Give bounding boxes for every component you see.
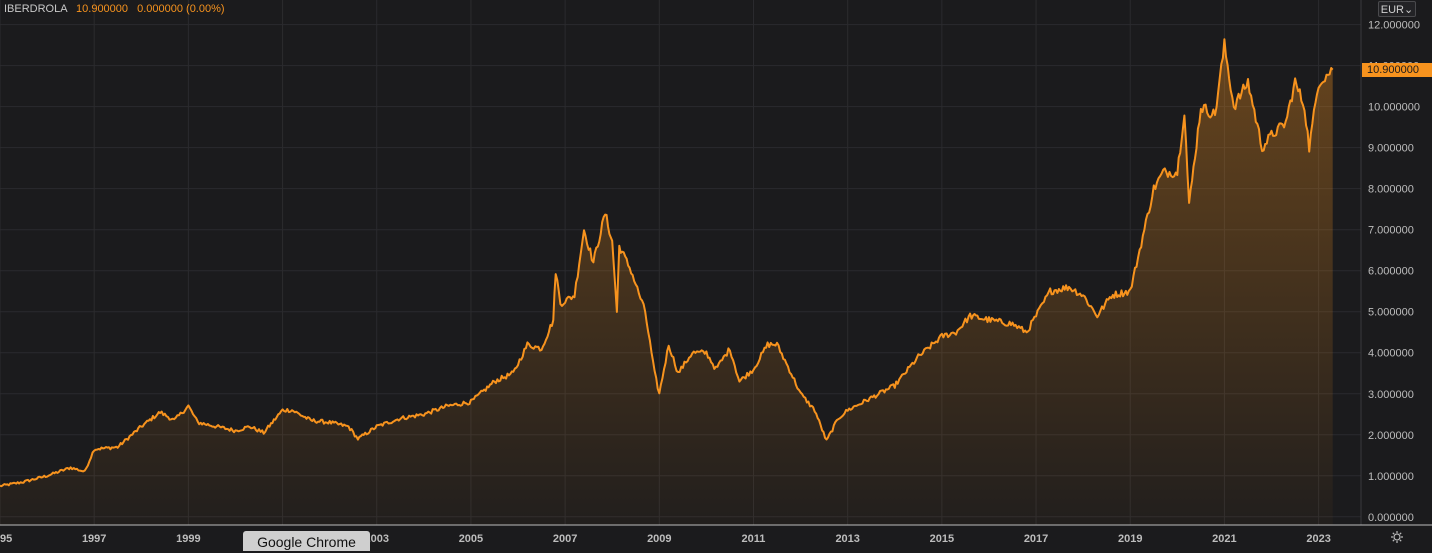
x-tick-label: 2023 (1306, 533, 1330, 545)
currency-label: EUR (1380, 4, 1404, 16)
y-tick-label: 3.000000 (1368, 389, 1414, 401)
y-tick-label: 7.000000 (1368, 225, 1414, 237)
last-price-badge: 10.900000 (1362, 62, 1432, 77)
y-tick-label: 10.000000 (1368, 102, 1420, 114)
x-tick-label: 2005 (459, 533, 483, 545)
x-tick-label: 2019 (1118, 533, 1142, 545)
x-tick-label: 2013 (835, 533, 859, 545)
y-axis: 0.000000 1.000000 2.000000 3.000000 4.000000… (1368, 20, 1420, 524)
x-tick-label: 2009 (647, 533, 671, 545)
x-tick-label: 2011 (742, 533, 766, 545)
y-tick-label: 4.000000 (1368, 348, 1414, 360)
legend-last-price: 10.900000 (76, 3, 129, 15)
x-tick-label: 2017 (1024, 533, 1048, 545)
x-axis: 9519971999200120032005200720092011201320… (0, 533, 1331, 545)
chart-legend: IBERDROLA 10.900000 0.000000 (0.00%) (4, 3, 225, 15)
y-tick-label: 0.000000 (1368, 512, 1414, 524)
price-line (0, 38, 1334, 488)
taskbar-tooltip: Google Chrome (243, 531, 370, 551)
y-tick-label: 8.000000 (1368, 184, 1414, 196)
x-tick-label: 1997 (82, 533, 106, 545)
chevron-down-icon: ⌄ (1404, 4, 1414, 16)
x-tick-label: 1999 (176, 533, 200, 545)
x-tick-label: 95 (0, 533, 12, 545)
y-tick-label: 6.000000 (1368, 266, 1414, 278)
gear-icon[interactable] (1390, 530, 1404, 544)
currency-dropdown[interactable]: EUR⌄ (1378, 1, 1416, 17)
y-tick-label: 2.000000 (1368, 430, 1414, 442)
y-tick-label: 5.000000 (1368, 307, 1414, 319)
x-tick-label: 2003 (365, 533, 389, 545)
y-tick-label: 12.000000 (1368, 20, 1420, 32)
y-tick-label: 1.000000 (1368, 471, 1414, 483)
legend-change: 0.000000 (0.00%) (137, 3, 225, 15)
legend-symbol: IBERDROLA (4, 3, 67, 15)
y-tick-label: 9.000000 (1368, 143, 1414, 155)
x-tick-label: 2007 (553, 533, 577, 545)
x-tick-label: 2015 (930, 533, 954, 545)
x-tick-label: 2021 (1212, 533, 1236, 545)
price-area (0, 39, 1333, 525)
